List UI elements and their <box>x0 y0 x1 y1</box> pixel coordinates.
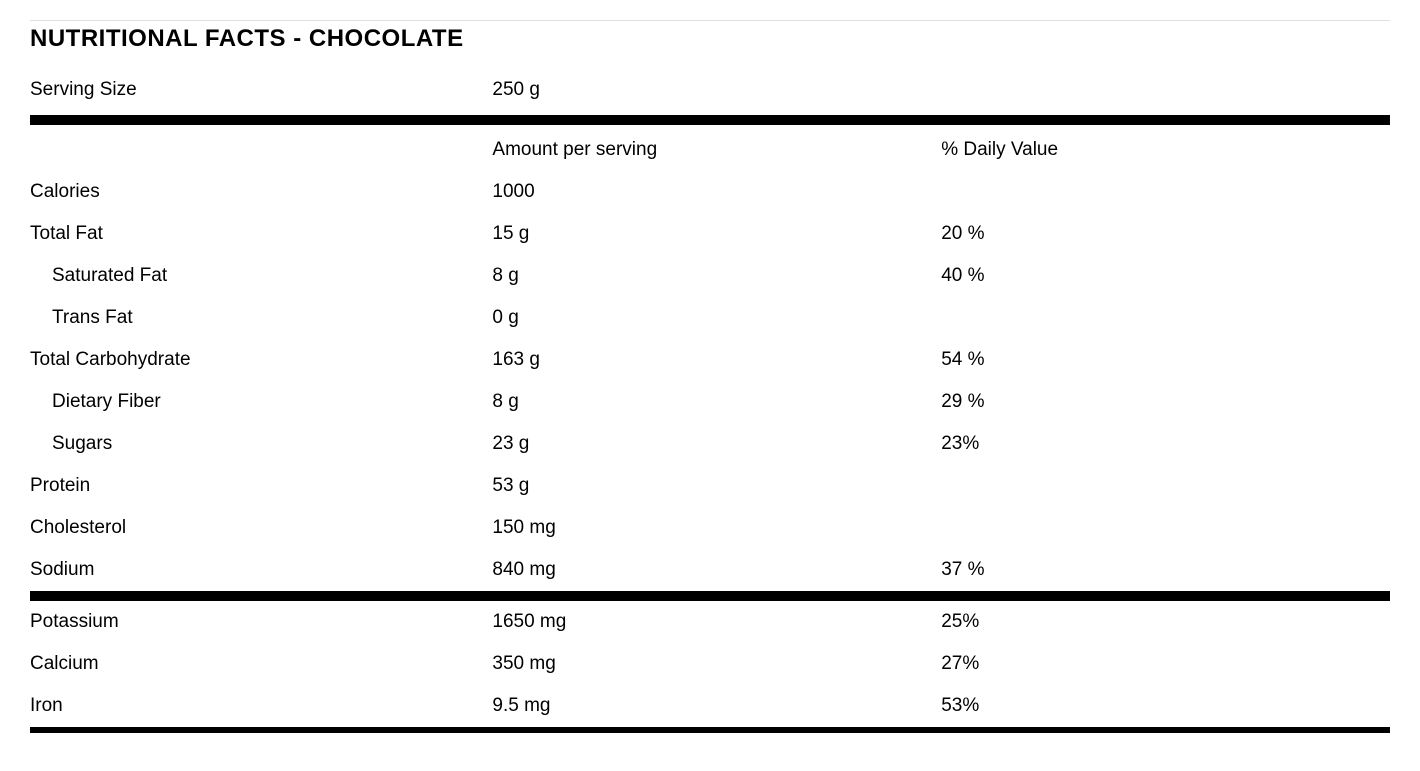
cholesterol-row: Cholesterol 150 mg <box>30 507 1390 549</box>
total-carb-dv: 54 % <box>941 349 1390 371</box>
saturated-fat-dv: 40 % <box>941 265 1390 287</box>
header-empty <box>30 139 492 161</box>
sugars-amount: 23 g <box>492 433 941 455</box>
calcium-amount: 350 mg <box>492 653 941 675</box>
total-carb-label: Total Carbohydrate <box>30 349 492 371</box>
dietary-fiber-dv: 29 % <box>941 391 1390 413</box>
serving-size-dv <box>941 79 1390 101</box>
total-carb-row: Total Carbohydrate 163 g 54 % <box>30 339 1390 381</box>
potassium-row: Potassium 1650 mg 25% <box>30 601 1390 643</box>
trans-fat-amount: 0 g <box>492 307 941 329</box>
cholesterol-dv <box>941 517 1390 539</box>
saturated-fat-label: Saturated Fat <box>30 265 492 287</box>
iron-row: Iron 9.5 mg 53% <box>30 685 1390 733</box>
potassium-amount: 1650 mg <box>492 611 941 633</box>
protein-dv <box>941 475 1390 497</box>
cholesterol-amount: 150 mg <box>492 517 941 539</box>
protein-row: Protein 53 g <box>30 465 1390 507</box>
calcium-row: Calcium 350 mg 27% <box>30 643 1390 685</box>
sodium-dv: 37 % <box>941 559 1390 581</box>
trans-fat-row: Trans Fat 0 g <box>30 297 1390 339</box>
calcium-dv: 27% <box>941 653 1390 675</box>
calcium-label: Calcium <box>30 653 492 675</box>
nutrition-table: Serving Size 250 g Amount per serving % … <box>30 69 1390 733</box>
sodium-row: Sodium 840 mg 37 % <box>30 549 1390 601</box>
column-headers-row: Amount per serving % Daily Value <box>30 125 1390 171</box>
dietary-fiber-amount: 8 g <box>492 391 941 413</box>
calories-label: Calories <box>30 181 492 203</box>
total-fat-row: Total Fat 15 g 20 % <box>30 213 1390 255</box>
sugars-dv: 23% <box>941 433 1390 455</box>
calories-dv <box>941 181 1390 203</box>
trans-fat-label: Trans Fat <box>30 307 492 329</box>
potassium-dv: 25% <box>941 611 1390 633</box>
total-fat-label: Total Fat <box>30 223 492 245</box>
sodium-amount: 840 mg <box>492 559 941 581</box>
protein-label: Protein <box>30 475 492 497</box>
header-daily-value: % Daily Value <box>941 139 1390 161</box>
total-carb-amount: 163 g <box>492 349 941 371</box>
serving-size-row: Serving Size 250 g <box>30 69 1390 125</box>
sodium-label: Sodium <box>30 559 492 581</box>
trans-fat-dv <box>941 307 1390 329</box>
calories-amount: 1000 <box>492 181 941 203</box>
sugars-row: Sugars 23 g 23% <box>30 423 1390 465</box>
total-fat-dv: 20 % <box>941 223 1390 245</box>
dietary-fiber-row: Dietary Fiber 8 g 29 % <box>30 381 1390 423</box>
header-amount: Amount per serving <box>492 139 941 161</box>
calories-row: Calories 1000 <box>30 171 1390 213</box>
page-title: NUTRITIONAL FACTS - CHOCOLATE <box>30 20 1390 53</box>
total-fat-amount: 15 g <box>492 223 941 245</box>
potassium-label: Potassium <box>30 611 492 633</box>
serving-size-value: 250 g <box>492 79 941 101</box>
serving-size-label: Serving Size <box>30 79 492 101</box>
saturated-fat-amount: 8 g <box>492 265 941 287</box>
saturated-fat-row: Saturated Fat 8 g 40 % <box>30 255 1390 297</box>
dietary-fiber-label: Dietary Fiber <box>30 391 492 413</box>
protein-amount: 53 g <box>492 475 941 497</box>
iron-label: Iron <box>30 695 492 717</box>
iron-amount: 9.5 mg <box>492 695 941 717</box>
cholesterol-label: Cholesterol <box>30 517 492 539</box>
sugars-label: Sugars <box>30 433 492 455</box>
iron-dv: 53% <box>941 695 1390 717</box>
